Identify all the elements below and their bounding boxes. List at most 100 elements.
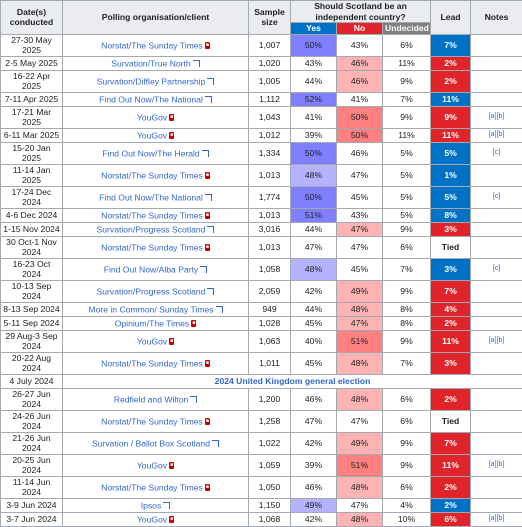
poll-client[interactable]: Norstat/The Sunday Times■ — [63, 476, 249, 498]
poll-lead: 5% — [431, 142, 471, 164]
poll-undecided: 9% — [383, 454, 431, 476]
poll-undecided: 9% — [383, 222, 431, 236]
poll-client[interactable]: YouGov■ — [63, 512, 249, 526]
poll-dates: 2-5 May 2025 — [1, 56, 63, 70]
poll-notes — [471, 280, 522, 302]
poll-client[interactable]: Survation/True North — [63, 56, 249, 70]
poll-client-link[interactable]: Survation/Progress Scotland — [97, 286, 206, 296]
poll-client[interactable]: More in Common/ Sunday Times — [63, 302, 249, 316]
poll-no: 46% — [337, 70, 383, 92]
poll-client[interactable]: Norstat/The Sunday Times■ — [63, 34, 249, 56]
poll-sample: 1,258 — [249, 410, 291, 432]
poll-client[interactable]: YouGov■ — [63, 330, 249, 352]
poll-notes[interactable]: [c] — [471, 142, 522, 164]
poll-client-link[interactable]: YouGov — [137, 460, 167, 470]
pdf-icon: ■ — [205, 360, 210, 367]
poll-no: 47% — [337, 498, 383, 512]
poll-dates: 24-26 Jun 2024 — [1, 410, 63, 432]
poll-notes[interactable]: [c] — [471, 186, 522, 208]
poll-notes — [471, 410, 522, 432]
poll-notes — [471, 352, 522, 374]
poll-no: 45% — [337, 186, 383, 208]
poll-client-link[interactable]: More in Common/ Sunday Times — [88, 304, 213, 314]
poll-client[interactable]: Ipsos — [63, 498, 249, 512]
poll-client[interactable]: YouGov■ — [63, 128, 249, 142]
poll-no: 46% — [337, 142, 383, 164]
poll-client[interactable]: Survation/Progress Scotland — [63, 222, 249, 236]
poll-client-link[interactable]: Find Out Now/The National — [99, 192, 203, 202]
header-lead[interactable]: Lead — [431, 1, 471, 35]
poll-client[interactable]: Norstat/The Sunday Times■ — [63, 236, 249, 258]
poll-lead: 7% — [431, 432, 471, 454]
poll-notes — [471, 70, 522, 92]
poll-client-link[interactable]: Survation/True North — [111, 58, 190, 68]
poll-no: 48% — [337, 476, 383, 498]
poll-client[interactable]: Norstat/The Sunday Times■ — [63, 352, 249, 374]
poll-client-link[interactable]: Survation/Progress Scotland — [97, 224, 206, 234]
poll-notes[interactable]: [a][b] — [471, 106, 522, 128]
poll-no: 45% — [337, 258, 383, 280]
poll-lead: 11% — [431, 330, 471, 352]
poll-client-link[interactable]: Ipsos — [141, 500, 162, 510]
poll-client-link[interactable]: YouGov — [137, 336, 167, 346]
poll-no: 47% — [337, 316, 383, 330]
poll-client[interactable]: Opinium/The Times■ — [63, 316, 249, 330]
poll-client-link[interactable]: Norstat/The Sunday Times — [101, 210, 203, 220]
poll-client-link[interactable]: Redfield and Wilton — [114, 394, 189, 404]
poll-yes: 52% — [291, 92, 337, 106]
poll-client-link[interactable]: Find Out Now/Alba Party — [104, 264, 199, 274]
poll-undecided: 5% — [383, 208, 431, 222]
poll-client-link[interactable]: Find Out Now/The Herald — [102, 148, 199, 158]
poll-client-link[interactable]: Opinium/The Times — [115, 318, 190, 328]
poll-sample: 1,068 — [249, 512, 291, 526]
poll-client-link[interactable]: Norstat/The Sunday Times — [101, 170, 203, 180]
header-pollster[interactable]: Polling organisation/client — [63, 1, 249, 35]
poll-client-link[interactable]: Find Out Now/The National — [99, 94, 203, 104]
poll-notes[interactable]: [c] — [471, 258, 522, 280]
poll-client-link[interactable]: Norstat/The Sunday Times — [101, 482, 203, 492]
poll-client[interactable]: Norstat/The Sunday Times■ — [63, 164, 249, 186]
poll-client-link[interactable]: Survation / Ballot Box Scotland — [92, 438, 210, 448]
poll-client[interactable]: Norstat/The Sunday Times■ — [63, 410, 249, 432]
poll-client-link[interactable]: Norstat/The Sunday Times — [101, 40, 203, 50]
poll-lead: 2% — [431, 498, 471, 512]
poll-dates: 16-22 Apr 2025 — [1, 70, 63, 92]
poll-client[interactable]: Survation/Diffley Partnership — [63, 70, 249, 92]
poll-client-link[interactable]: Norstat/The Sunday Times — [101, 242, 203, 252]
header-no[interactable]: No — [337, 23, 383, 35]
poll-sample: 1,112 — [249, 92, 291, 106]
poll-undecided: 4% — [383, 498, 431, 512]
poll-sample: 1,200 — [249, 388, 291, 410]
header-sample[interactable]: Sample size — [249, 1, 291, 35]
poll-undecided: 9% — [383, 432, 431, 454]
header-undecided[interactable]: Undecided — [383, 23, 431, 35]
poll-client-link[interactable]: Survation/Diffley Partnership — [97, 76, 206, 86]
poll-notes[interactable]: [a][b] — [471, 330, 522, 352]
poll-client-link[interactable]: YouGov — [137, 130, 167, 140]
poll-client[interactable]: YouGov■ — [63, 106, 249, 128]
poll-client-link[interactable]: Norstat/The Sunday Times — [101, 416, 203, 426]
poll-client[interactable]: YouGov■ — [63, 454, 249, 476]
poll-client[interactable]: Find Out Now/The National — [63, 92, 249, 106]
header-dates[interactable]: Date(s) conducted — [1, 1, 63, 35]
poll-sample: 1,334 — [249, 142, 291, 164]
poll-no: 48% — [337, 388, 383, 410]
poll-client[interactable]: Norstat/The Sunday Times■ — [63, 208, 249, 222]
poll-notes[interactable]: [a][b] — [471, 512, 522, 526]
poll-client-link[interactable]: YouGov — [137, 514, 167, 524]
poll-client[interactable]: Find Out Now/Alba Party — [63, 258, 249, 280]
poll-client-link[interactable]: YouGov — [137, 112, 167, 122]
poll-client[interactable]: Survation / Ballot Box Scotland — [63, 432, 249, 454]
poll-client[interactable]: Find Out Now/The Herald — [63, 142, 249, 164]
poll-client-link[interactable]: Norstat/The Sunday Times — [101, 358, 203, 368]
poll-notes — [471, 236, 522, 258]
poll-client[interactable]: Find Out Now/The National — [63, 186, 249, 208]
poll-notes[interactable]: [a][b] — [471, 128, 522, 142]
poll-client[interactable]: Survation/Progress Scotland — [63, 280, 249, 302]
poll-notes[interactable]: [a][b] — [471, 454, 522, 476]
event-label[interactable]: 2024 United Kingdom general election — [63, 374, 522, 388]
header-yes[interactable]: Yes — [291, 23, 337, 35]
poll-dates: 30 Oct-1 Nov 2024 — [1, 236, 63, 258]
poll-client[interactable]: Redfield and Wilton — [63, 388, 249, 410]
